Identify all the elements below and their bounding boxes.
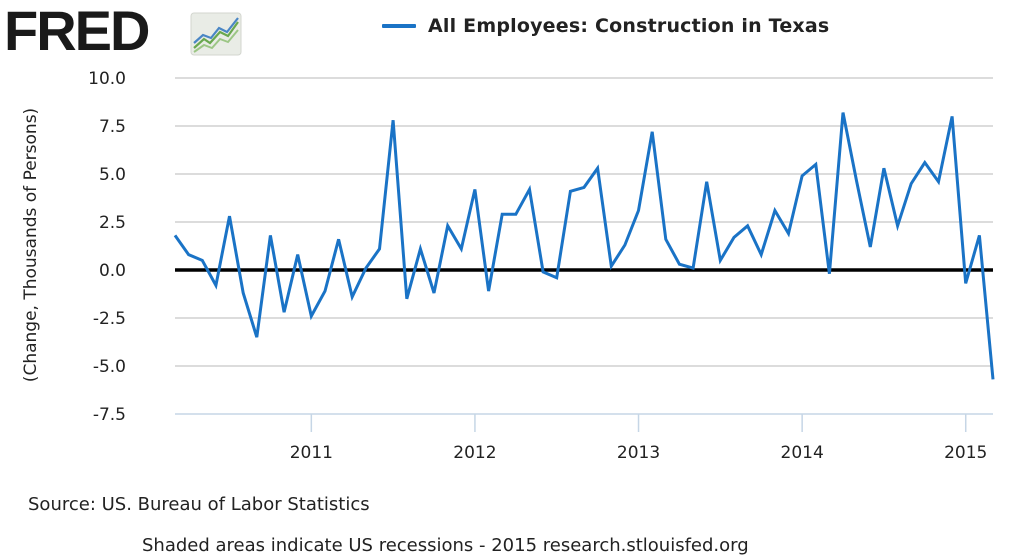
y-tick-label: 7.5 [99, 117, 126, 137]
y-tick-label: 2.5 [99, 213, 126, 233]
source-note: Source: US. Bureau of Labor Statistics [28, 494, 370, 515]
chart-legend[interactable]: All Employees: Construction in Texas [382, 14, 829, 38]
x-tick-label: 2012 [453, 443, 496, 463]
y-axis-label: (Change, Thousands of Persons) [21, 108, 41, 382]
y-tick-label: 5.0 [99, 165, 126, 185]
legend-swatch [382, 24, 416, 28]
x-tick-label: 2015 [944, 443, 987, 463]
y-tick-labels: 10.0 7.5 5.0 2.5 0.0 -2.5 -5.0 -7.5 [88, 69, 126, 425]
y-tick-label: -2.5 [93, 309, 126, 329]
x-tick-label: 2014 [781, 443, 824, 463]
legend-label: All Employees: Construction in Texas [428, 15, 830, 37]
series-layer [173, 112, 995, 380]
y-tick-label: 10.0 [88, 69, 126, 89]
y-tick-label: -5.0 [93, 357, 126, 377]
series-line [173, 112, 995, 380]
x-tick-label: 2013 [617, 443, 660, 463]
fred-logo-text: FRED [4, 0, 150, 62]
line-chart: 10.07.55.02.50.0-2.5-5.0-7.5 2011 2012 201… [21, 69, 995, 463]
fred-logo[interactable]: FRED [4, 0, 244, 62]
y-tick-label: 0.0 [99, 261, 126, 281]
y-tick-label: -7.5 [93, 405, 126, 425]
x-tick-label: 2011 [290, 443, 333, 463]
x-tick-labels: 2011 2012 2013 2014 2015 [290, 414, 987, 463]
trend-lines-icon [190, 12, 242, 56]
footer-note: Shaded areas indicate US recessions - 20… [142, 535, 749, 556]
